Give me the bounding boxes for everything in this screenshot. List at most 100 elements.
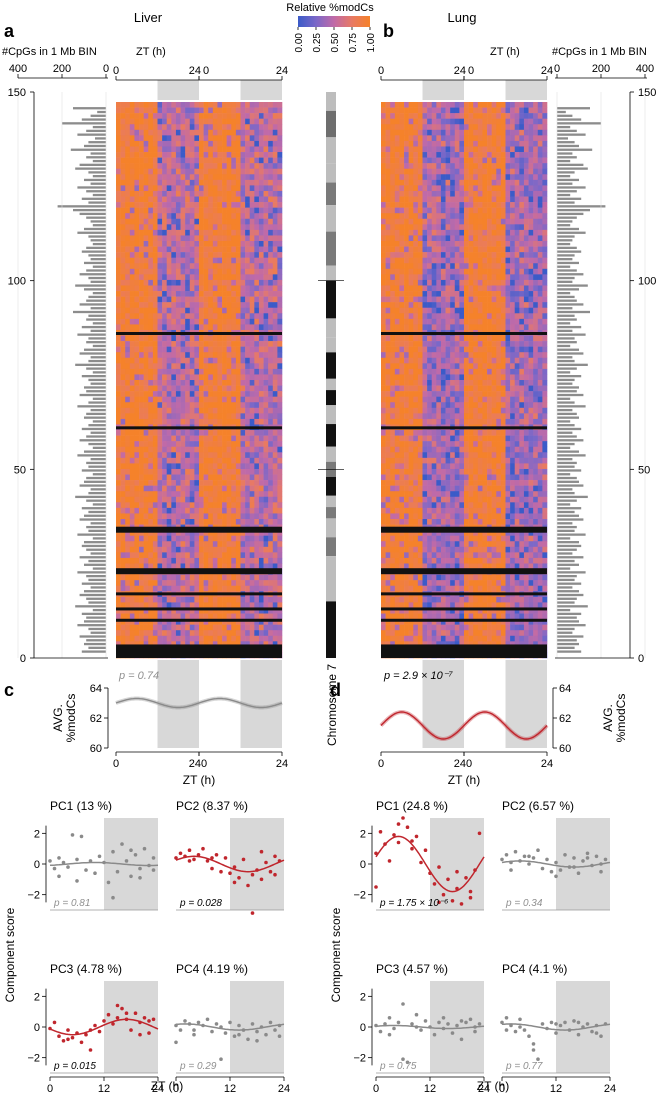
heatmap-cell bbox=[175, 207, 181, 214]
heatmap-cell bbox=[203, 185, 209, 192]
heatmap-cell bbox=[272, 513, 278, 520]
heatmap-cell bbox=[235, 185, 241, 192]
cpg-bar bbox=[557, 356, 573, 359]
heatmap-cell bbox=[258, 324, 264, 331]
cpg-bar bbox=[90, 552, 106, 555]
heatmap-cell bbox=[134, 285, 140, 292]
heatmap-cell bbox=[134, 624, 140, 631]
cpg-bar bbox=[557, 258, 573, 261]
heatmap-cell bbox=[120, 291, 126, 297]
heatmap-cell bbox=[399, 285, 405, 292]
heatmap-cell bbox=[139, 152, 144, 158]
heatmap-cell bbox=[120, 296, 126, 303]
heatmap-cell bbox=[134, 157, 140, 164]
cpg-bar bbox=[84, 386, 106, 389]
heatmap-cell bbox=[116, 118, 121, 125]
heatmap-cell bbox=[226, 468, 232, 475]
heatmap-cell bbox=[157, 140, 163, 147]
heatmap-cell bbox=[254, 274, 260, 281]
heatmap-cell bbox=[258, 313, 264, 320]
heatmap-cell bbox=[399, 418, 405, 425]
heatmap-cell bbox=[208, 174, 214, 181]
heatmap-cell bbox=[189, 435, 195, 442]
heatmap-cell bbox=[180, 146, 186, 153]
heatmap-cell bbox=[404, 468, 409, 475]
heatmap-cell bbox=[171, 496, 177, 503]
heatmap-cell bbox=[185, 407, 191, 414]
heatmap-cell bbox=[189, 279, 195, 286]
heatmap-cell bbox=[180, 457, 186, 464]
heatmap-cell bbox=[245, 480, 251, 486]
heatmap-cell bbox=[390, 102, 396, 108]
heatmap-cell bbox=[185, 179, 191, 186]
heatmap-cell bbox=[263, 602, 269, 609]
heatmap-cell bbox=[272, 185, 278, 192]
heatmap-cell bbox=[399, 430, 405, 436]
heatmap-cell bbox=[254, 391, 260, 397]
heatmap-cell bbox=[268, 624, 274, 631]
heatmap-cell bbox=[189, 357, 195, 364]
heatmap-cell bbox=[394, 235, 400, 242]
heatmap-cell bbox=[427, 263, 433, 270]
heatmap-cell bbox=[175, 452, 181, 459]
heatmap-cell bbox=[226, 185, 232, 192]
heatmap-cell bbox=[245, 207, 251, 214]
heatmap-cell bbox=[222, 607, 227, 614]
heatmap-cell bbox=[125, 480, 131, 486]
heatmap-cell bbox=[417, 619, 423, 625]
heatmap-cell bbox=[272, 563, 278, 570]
heatmap-cell bbox=[175, 385, 181, 392]
heatmap-cell bbox=[171, 157, 177, 164]
heatmap-cell bbox=[199, 546, 204, 553]
heatmap-cell bbox=[157, 368, 163, 375]
heatmap-cell bbox=[148, 635, 154, 642]
heatmap-cell bbox=[249, 246, 255, 253]
heatmap-cell bbox=[139, 324, 144, 331]
cpg-bar bbox=[77, 231, 106, 234]
panel-label-d: d bbox=[330, 680, 341, 700]
heatmap-cell bbox=[157, 396, 163, 403]
heatmap-cell bbox=[152, 213, 158, 220]
heatmap-cell bbox=[390, 463, 396, 470]
heatmap-cell bbox=[385, 552, 391, 559]
heatmap-cell bbox=[148, 463, 154, 470]
colorbar-tick-label: 0.00 bbox=[294, 33, 305, 53]
heatmap-cell bbox=[427, 285, 433, 292]
heatmap-cell bbox=[194, 413, 200, 420]
heatmap-cell bbox=[404, 446, 409, 453]
heatmap-cell bbox=[390, 368, 396, 375]
heatmap-cell bbox=[390, 557, 396, 564]
heatmap-cell bbox=[166, 235, 172, 242]
heatmap-cell bbox=[222, 102, 227, 108]
heatmap-cell bbox=[263, 307, 269, 314]
heatmap-cell bbox=[268, 163, 274, 170]
heatmap-cell bbox=[235, 196, 241, 203]
heatmap-cell bbox=[417, 263, 423, 270]
heatmap-cell bbox=[240, 241, 246, 247]
heatmap-cell bbox=[254, 463, 260, 470]
heatmap-cell bbox=[277, 574, 283, 581]
heatmap-cell bbox=[152, 468, 158, 475]
cpg-bar bbox=[557, 246, 577, 250]
heatmap-cell bbox=[116, 368, 121, 375]
heatmap-cell bbox=[394, 430, 400, 436]
heatmap-cell bbox=[217, 152, 223, 158]
heatmap-cell bbox=[166, 163, 172, 170]
cpg-bar bbox=[81, 427, 106, 431]
heatmap-cell bbox=[263, 124, 269, 131]
heatmap-cell bbox=[245, 274, 251, 281]
heatmap-cell bbox=[125, 207, 131, 214]
heatmap-cell bbox=[240, 407, 246, 414]
heatmap-cell bbox=[422, 157, 428, 164]
heatmap-cell bbox=[231, 213, 237, 220]
heatmap-cell bbox=[231, 291, 237, 297]
heatmap-cell bbox=[143, 457, 149, 464]
heatmap-cell bbox=[152, 630, 158, 637]
heatmap-cell bbox=[162, 552, 168, 559]
heatmap-cell bbox=[143, 563, 149, 570]
heatmap-cell bbox=[381, 174, 386, 181]
heatmap-cell bbox=[254, 268, 260, 275]
heatmap-cell bbox=[194, 535, 200, 542]
heatmap-cell bbox=[208, 541, 214, 548]
heatmap-cell bbox=[129, 140, 135, 147]
